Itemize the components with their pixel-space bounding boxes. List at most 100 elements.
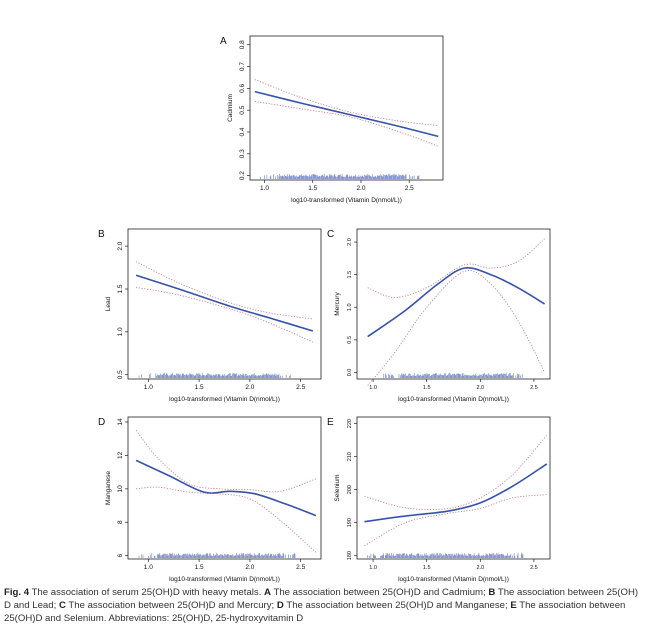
y-tick-label: 0.4 xyxy=(239,127,246,136)
fitted-line xyxy=(135,274,314,332)
x-axis-label: log10-transformed (Vitamin D(nmol/L)) xyxy=(398,396,509,403)
y-tick-label: 0.2 xyxy=(239,171,246,180)
y-tick-label: 210 xyxy=(347,452,353,461)
y-tick-label: 1.0 xyxy=(117,327,124,336)
caption-b-label: B xyxy=(488,587,496,598)
figure-panels: A 1.0 1.5 2.0 2.5 0.2 0.3 0.4 0.5 0.6 0.7 0.8 log10-… xyxy=(98,35,551,583)
plot-frame xyxy=(249,35,444,181)
x-tick-label: 1.5 xyxy=(423,385,431,391)
y-tick-label: 1.0 xyxy=(347,303,353,311)
caption-e-text: The association between 25(OH)D and Sele… xyxy=(4,600,626,624)
plot-frame xyxy=(127,228,322,380)
ci-upper-line xyxy=(254,79,439,126)
rug-marks xyxy=(138,373,291,378)
y-tick-label: 0.3 xyxy=(239,149,246,158)
caption-intro: The association of serum 25(OH)D with he… xyxy=(31,587,262,598)
panel-a: A 1.0 1.5 2.0 2.5 0.2 0.3 0.4 0.5 0.6 0.7 0.8 log10-… xyxy=(220,35,444,204)
panel-b: B 1.0 1.5 2.0 2.5 0.5 1.0 1.5 2.0 log10-transform… xyxy=(98,228,322,403)
panel-label: A xyxy=(220,36,227,47)
y-tick-label: 0.5 xyxy=(239,105,246,114)
x-tick-label: 1.0 xyxy=(144,564,153,571)
x-tick-label: 2.0 xyxy=(245,564,254,571)
x-tick-label: 1.0 xyxy=(260,185,269,192)
panel-label: E xyxy=(327,417,334,428)
x-axis-label: log10-transformed (Vitamin D(nmol/L)) xyxy=(291,197,402,204)
x-tick-label: 2.0 xyxy=(476,385,484,391)
x-tick-label: 2.0 xyxy=(245,384,254,391)
y-tick-label: 0.0 xyxy=(347,369,353,377)
x-tick-label: 2.0 xyxy=(356,185,365,192)
y-axis-label: Manganese xyxy=(105,471,112,505)
y-tick-label: 8 xyxy=(117,520,124,524)
x-axis-label: log10-transformed (Vitamin D(nmol/L)) xyxy=(398,576,509,583)
x-tick-label: 2.5 xyxy=(296,564,305,571)
y-axis-label: Mercury xyxy=(334,292,341,316)
y-tick-label: 0.6 xyxy=(239,83,246,92)
ci-lower-line xyxy=(364,494,547,547)
y-tick-label: 200 xyxy=(347,485,353,494)
rug-marks xyxy=(367,553,524,558)
x-tick-label: 1.5 xyxy=(308,185,317,192)
ci-upper-line xyxy=(364,434,548,510)
y-tick-label: 12 xyxy=(117,451,124,459)
fitted-line xyxy=(367,266,546,338)
x-tick-label: 2.5 xyxy=(296,384,305,391)
caption-c-label: C xyxy=(58,600,66,611)
rug-marks xyxy=(260,174,420,179)
y-tick-label: 220 xyxy=(347,419,353,428)
y-tick-label: 190 xyxy=(347,518,353,527)
y-tick-label: 0.5 xyxy=(117,370,124,379)
x-axis-label: log10-transformed (Vitamin D(nmol/L)) xyxy=(169,576,280,583)
fitted-line xyxy=(135,459,317,517)
x-tick-label: 1.0 xyxy=(144,384,153,391)
figure-caption: Fig. 4 The association of serum 25(OH)D … xyxy=(4,586,643,625)
ci-lower-line xyxy=(136,486,317,553)
fitted-line xyxy=(254,90,439,138)
x-tick-label: 1.5 xyxy=(423,565,431,571)
caption-d-text: The association between 25(OH)D and Mang… xyxy=(286,600,508,611)
y-tick-label: 2.0 xyxy=(347,238,353,246)
x-tick-label: 2.5 xyxy=(530,565,538,571)
fitted-line xyxy=(364,463,548,523)
x-tick-label: 2.5 xyxy=(530,385,538,391)
y-axis-label: Selenium xyxy=(334,474,341,501)
y-tick-label: 1.5 xyxy=(347,271,353,279)
y-axis-label: Cadmium xyxy=(227,94,234,122)
ci-lower-line xyxy=(136,286,314,343)
x-tick-label: 1.5 xyxy=(195,384,204,391)
y-tick-label: 0.8 xyxy=(239,40,246,49)
caption-d-label: D xyxy=(276,600,284,611)
x-tick-label: 1.0 xyxy=(369,565,377,571)
ci-upper-line xyxy=(367,238,545,298)
y-tick-label: 180 xyxy=(347,551,353,560)
panel-c: C 1.0 1.5 2.0 2.5 0.0 0.5 1.0 1.5 2.0 log10-transf… xyxy=(327,228,551,403)
x-tick-label: 2.5 xyxy=(405,185,414,192)
ci-upper-line xyxy=(135,261,313,320)
ci-lower-line xyxy=(254,101,439,147)
y-tick-label: 14 xyxy=(117,418,124,426)
y-tick-label: 2.0 xyxy=(117,241,124,250)
y-tick-label: 6 xyxy=(117,553,124,557)
panel-label: B xyxy=(98,229,105,240)
ci-upper-line xyxy=(135,430,317,493)
y-axis-label: Lead xyxy=(105,296,112,311)
x-tick-label: 1.0 xyxy=(369,385,377,391)
x-tick-label: 1.5 xyxy=(195,564,204,571)
y-tick-label: 10 xyxy=(117,485,124,493)
y-tick-label: 1.5 xyxy=(117,284,124,293)
y-tick-label: 0.5 xyxy=(347,336,353,344)
x-tick-label: 2.0 xyxy=(476,565,484,571)
x-axis-label: log10-transformed (Vitamin D(nmol/L)) xyxy=(169,396,280,403)
caption-label: Fig. 4 xyxy=(4,587,30,598)
caption-e-label: E xyxy=(510,600,517,611)
rug-marks xyxy=(383,373,523,378)
plot-frame xyxy=(356,228,551,380)
panel-label: D xyxy=(98,417,105,428)
caption-a-label: A xyxy=(264,587,271,598)
y-tick-label: 0.7 xyxy=(239,62,246,71)
panel-label: C xyxy=(327,229,334,240)
caption-c-text: The association between 25(OH)D and Merc… xyxy=(68,600,275,611)
ci-lower-line xyxy=(367,270,545,386)
caption-b-text: The association between 25(OH) D and Lea… xyxy=(4,587,639,611)
plot-frame xyxy=(356,416,551,560)
